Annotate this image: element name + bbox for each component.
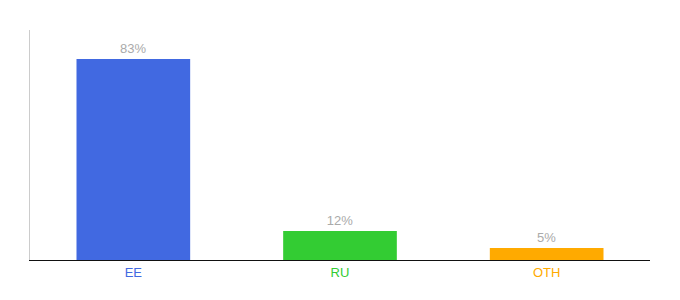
svg-text:EE: EE [125, 265, 143, 280]
svg-text:12%: 12% [327, 213, 353, 228]
svg-text:RU: RU [331, 265, 350, 280]
svg-text:OTH: OTH [533, 265, 560, 280]
svg-text:5%: 5% [537, 230, 556, 245]
svg-text:83%: 83% [120, 41, 146, 56]
